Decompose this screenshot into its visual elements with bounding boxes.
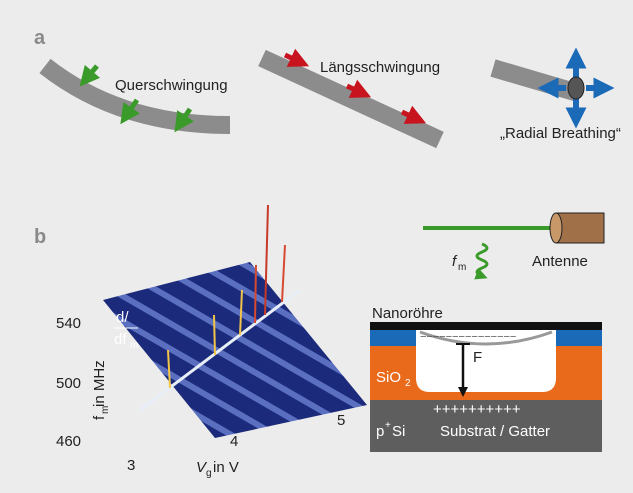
signal-sub: m bbox=[458, 262, 466, 273]
contact bbox=[556, 330, 602, 346]
y-tick-label: 540 bbox=[56, 315, 81, 332]
doping-sup: + bbox=[385, 420, 391, 431]
nanotube bbox=[370, 322, 602, 330]
mode-label: „Radial Breathing“ bbox=[500, 125, 621, 142]
oxide-label: SiO bbox=[376, 369, 401, 386]
mode-label: Querschwingung bbox=[115, 77, 228, 94]
contact bbox=[370, 330, 416, 346]
antenna bbox=[556, 213, 604, 243]
oxide-sub: 2 bbox=[405, 378, 411, 389]
x-axis-sub: g bbox=[206, 468, 212, 479]
z-label-sub: m bbox=[130, 340, 138, 351]
y-tick-label: 460 bbox=[56, 433, 81, 450]
panel-label: b bbox=[34, 226, 46, 248]
y-tick-label: 500 bbox=[56, 375, 81, 392]
nanotube-label: Nanoröhre bbox=[372, 305, 443, 322]
x-axis-rest: in V bbox=[213, 459, 239, 476]
panel-label: a bbox=[34, 27, 46, 49]
force-label: F bbox=[473, 349, 482, 366]
x-tick-label: 4 bbox=[230, 433, 238, 450]
doping-label: p bbox=[376, 423, 384, 440]
z-label: d/ bbox=[116, 309, 129, 326]
y-axis-rest: in MHz bbox=[91, 360, 108, 407]
x-tick-label: 5 bbox=[337, 412, 345, 429]
doping-rest: Si bbox=[392, 423, 405, 440]
x-tick-label: 3 bbox=[127, 457, 135, 474]
antenna-end bbox=[550, 213, 562, 243]
tube-cross-section bbox=[568, 77, 584, 99]
mode-label: Längsschwingung bbox=[320, 59, 440, 76]
figure: a Querschwingung Längsschwingung „Radial… bbox=[0, 0, 633, 493]
substrate-label: Substrat / Gatter bbox=[440, 423, 550, 440]
z-label: df bbox=[114, 331, 127, 348]
antenna-label: Antenne bbox=[532, 253, 588, 270]
charges: ++++++++++ bbox=[433, 401, 521, 418]
charges: −−−−−−−−−−−−−−− bbox=[420, 331, 516, 343]
